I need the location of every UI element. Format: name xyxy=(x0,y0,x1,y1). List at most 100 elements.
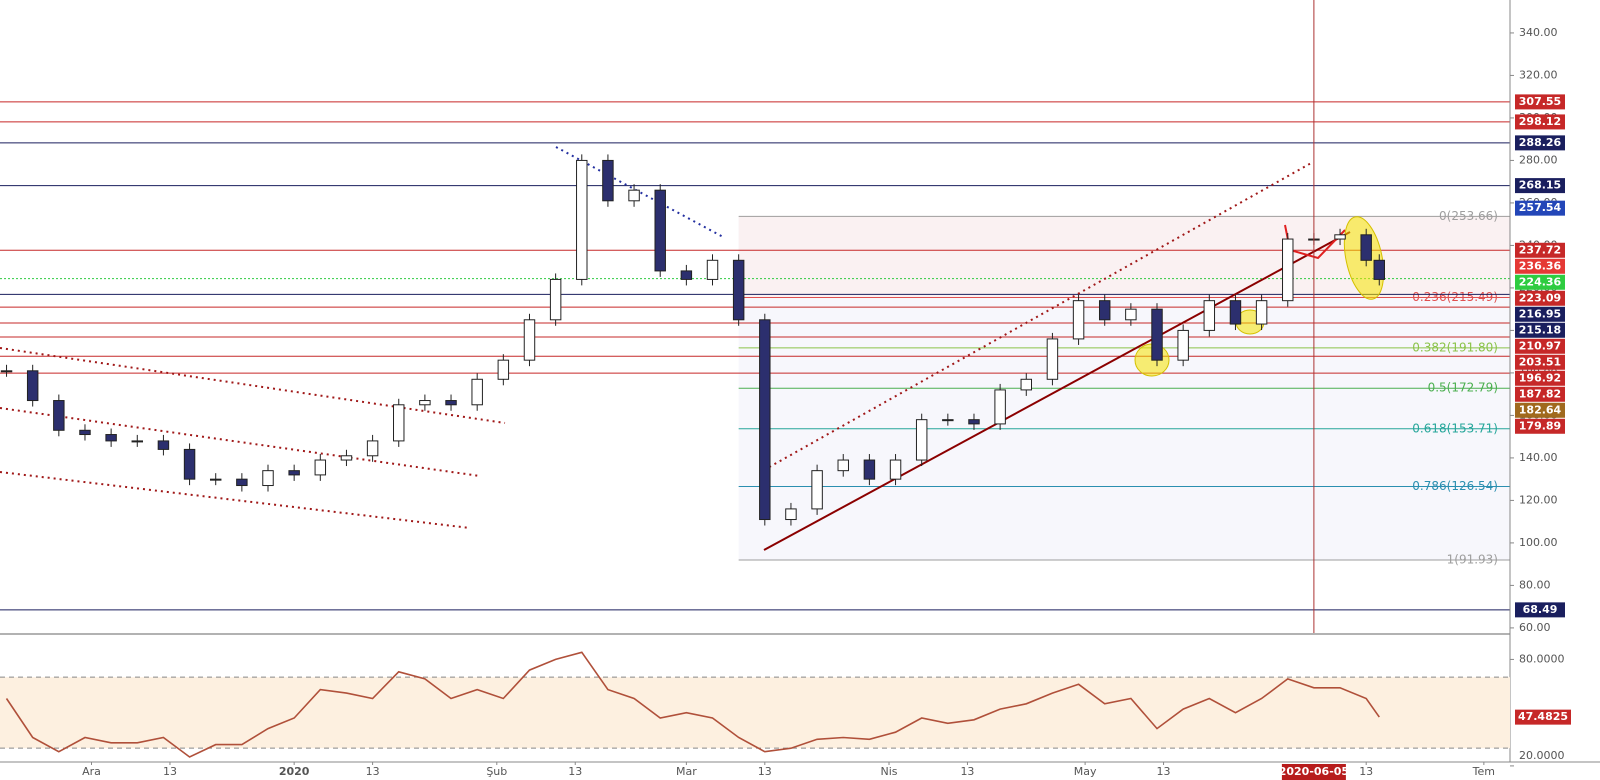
candle-body xyxy=(628,189,640,202)
level-label: 203.51 xyxy=(1519,355,1561,368)
y-tick-label: 140.00 xyxy=(1519,451,1558,464)
candle-body xyxy=(759,319,771,521)
candle-body xyxy=(994,389,1006,425)
level-label-bg xyxy=(1515,178,1565,194)
x-tick-label: 13 xyxy=(960,765,974,778)
level-label-bg xyxy=(1515,402,1565,418)
trend-line xyxy=(763,231,1351,551)
candle-body xyxy=(889,459,902,480)
fib-label: 0.382(191.80) xyxy=(1412,340,1498,354)
level-label-bg xyxy=(1515,418,1565,434)
level-label: 187.82 xyxy=(1519,387,1561,400)
y-tick-label: 80.00 xyxy=(1519,578,1551,591)
fib-label: 0.5(172.79) xyxy=(1428,381,1498,395)
candle-body xyxy=(209,478,222,481)
y-tick-label: 280.00 xyxy=(1519,153,1558,166)
level-label-bg xyxy=(1515,322,1565,338)
candle-body xyxy=(366,440,379,457)
candle-body xyxy=(1072,300,1085,340)
level-label: 223.09 xyxy=(1519,291,1561,304)
level-label: 68.49 xyxy=(1523,603,1558,616)
candle-body xyxy=(0,370,13,373)
x-tick-label: 13 xyxy=(366,765,380,778)
candle-body xyxy=(340,455,353,461)
level-label: 268.15 xyxy=(1519,179,1561,192)
candle-body xyxy=(1177,329,1189,361)
x-tick-label: 13 xyxy=(1359,765,1373,778)
rsi-line xyxy=(5,651,1380,758)
y-tick-label: 100.00 xyxy=(1519,536,1558,549)
rsi-value-label: 47.4825 xyxy=(1518,710,1568,723)
level-label-bg xyxy=(1515,94,1565,110)
candle-body xyxy=(288,470,300,476)
level-label-bg xyxy=(1515,354,1565,370)
level-label: 237.72 xyxy=(1519,243,1561,256)
candle-body xyxy=(1360,234,1372,261)
level-label-bg xyxy=(1515,135,1565,151)
candle-body xyxy=(131,440,144,443)
level-label: 307.55 xyxy=(1519,95,1561,108)
candle-body xyxy=(157,440,170,450)
candle-body xyxy=(1151,308,1163,361)
x-tick-label: 13 xyxy=(163,765,177,778)
level-label-bg xyxy=(1515,114,1565,130)
x-tick-label: Nis xyxy=(880,765,897,778)
level-label: 257.54 xyxy=(1519,201,1562,214)
candle-body xyxy=(236,478,248,487)
rsi-value-bg xyxy=(1515,709,1571,725)
rsi-tick-label: 80.0000 xyxy=(1519,652,1565,665)
candle-body xyxy=(863,459,876,480)
candle-body xyxy=(1046,338,1059,380)
level-label: 216.95 xyxy=(1519,307,1561,320)
candle-body xyxy=(811,470,823,510)
candle-body xyxy=(680,270,693,280)
x-tick-label: Tem xyxy=(1472,765,1495,778)
candle-body xyxy=(1020,378,1033,391)
candle-body xyxy=(1098,300,1111,321)
crosshair-label-bg xyxy=(1281,764,1346,780)
rsi-band xyxy=(0,677,1510,749)
candle-body xyxy=(314,459,327,476)
fib-label: 0.618(153.71) xyxy=(1412,421,1498,435)
level-label: 179.89 xyxy=(1519,419,1561,432)
candle-body xyxy=(576,159,588,280)
candle-body xyxy=(1255,300,1268,325)
y-tick-label: 120.00 xyxy=(1519,493,1558,506)
level-label-bg xyxy=(1515,602,1565,618)
trend-line xyxy=(0,347,506,424)
candle-body xyxy=(1334,234,1346,240)
rsi-tick-label: 20.0000 xyxy=(1519,749,1565,762)
y-tick-label: 340.00 xyxy=(1519,26,1558,39)
x-tick-label: Ara xyxy=(82,765,101,778)
candle-body xyxy=(53,400,65,431)
x-tick-label: Şub xyxy=(486,765,507,778)
level-label: 196.92 xyxy=(1519,371,1561,384)
trend-line xyxy=(0,471,471,529)
crosshair-label: 2020-06-05 xyxy=(1279,765,1349,778)
y-tick-label: 320.00 xyxy=(1519,68,1558,81)
candle-body xyxy=(654,189,666,272)
level-label-bg xyxy=(1515,386,1565,402)
candle-body xyxy=(732,259,745,321)
level-label: 224.36 xyxy=(1519,275,1562,288)
trend-line xyxy=(0,407,481,477)
x-tick-label: 13 xyxy=(758,765,772,778)
candle-body xyxy=(1282,238,1294,302)
x-tick-label: 13 xyxy=(1157,765,1171,778)
candle-body xyxy=(262,470,274,487)
level-label-bg xyxy=(1515,200,1565,216)
candle-body xyxy=(419,400,431,406)
level-label-bg xyxy=(1515,258,1565,274)
fib-label: 0.786(126.54) xyxy=(1412,479,1498,493)
level-label-bg xyxy=(1515,370,1565,386)
level-label-bg xyxy=(1515,242,1565,258)
candle-body xyxy=(1229,300,1242,325)
level-label-bg xyxy=(1515,274,1565,290)
y-tick-label: 60.00 xyxy=(1519,621,1551,634)
price-pane xyxy=(0,154,1385,526)
level-label: 298.12 xyxy=(1519,115,1561,128)
level-label-bg xyxy=(1515,290,1565,306)
level-label: 215.18 xyxy=(1519,323,1561,336)
candle-body xyxy=(471,378,483,406)
